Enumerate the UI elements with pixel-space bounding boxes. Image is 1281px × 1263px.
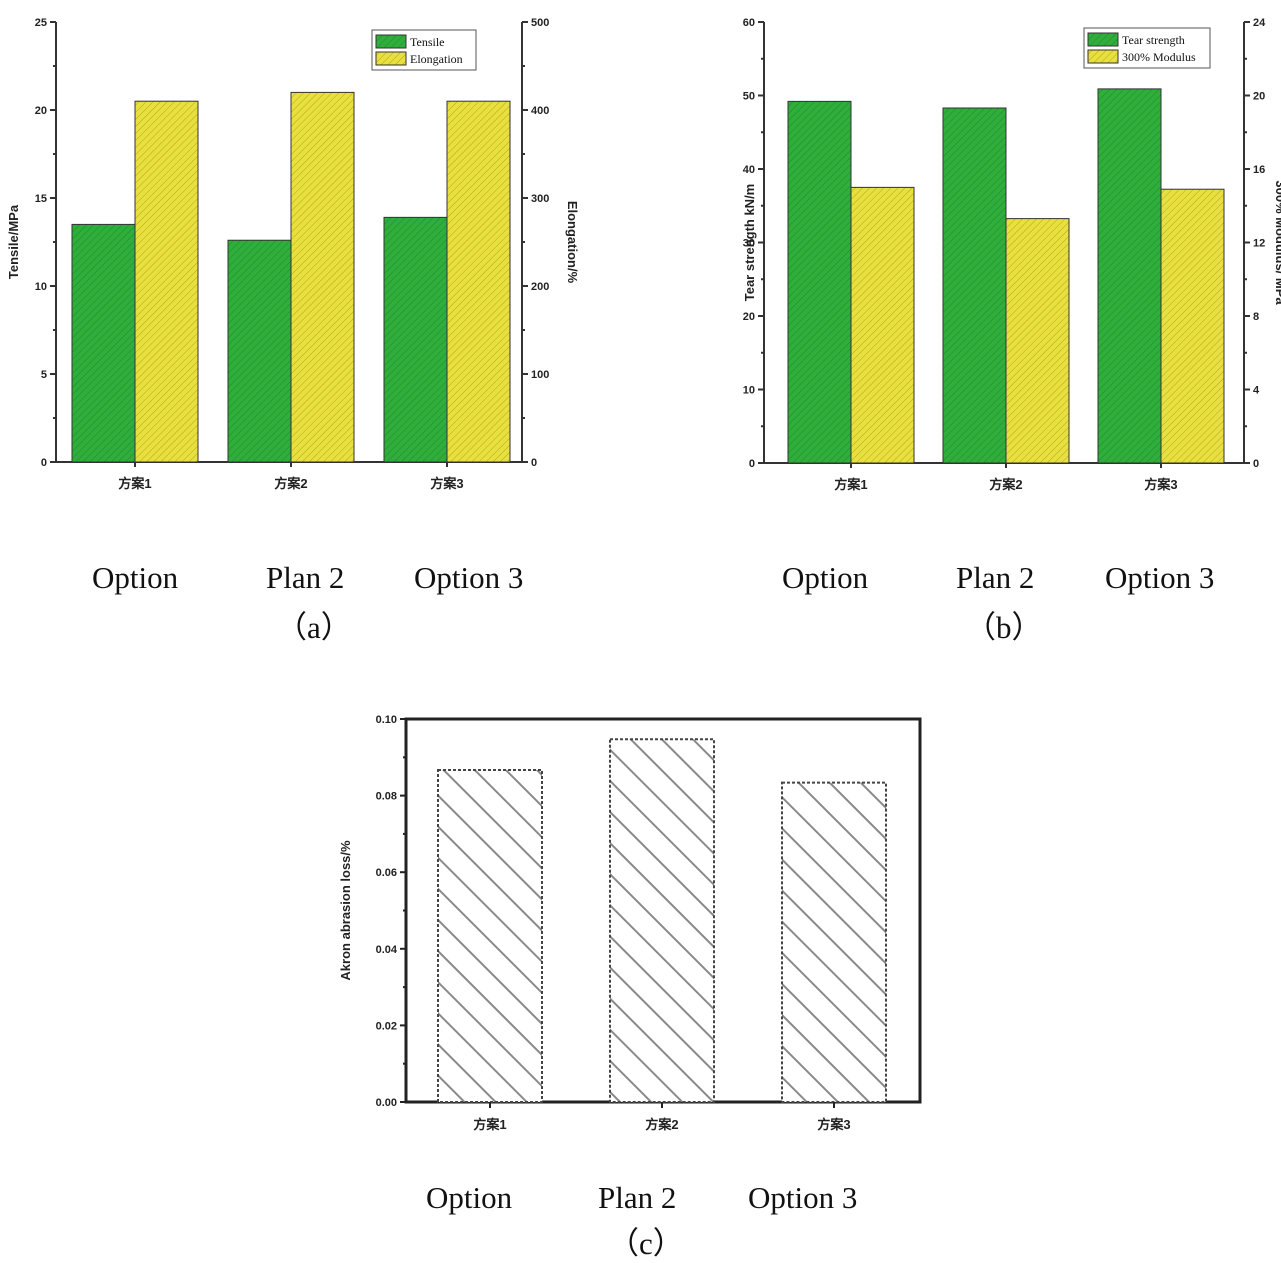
right-tick-label: 8 (1253, 311, 1259, 323)
bar-elongation (134, 100, 199, 463)
bar-elongation (446, 100, 511, 463)
right-tick-label: 20 (1253, 91, 1265, 103)
bar-abrasion-loss (609, 738, 715, 1103)
right-tick-label: 24 (1253, 17, 1266, 29)
caption-letter-a: （a） (276, 610, 352, 645)
bar-tensile (71, 223, 136, 463)
category-label: 方案3 (430, 476, 463, 491)
caption-option-3-b: Option 3 (1105, 560, 1215, 595)
category-label: 方案3 (1144, 477, 1177, 492)
left-tick-label: 50 (743, 91, 755, 103)
category-label: 方案1 (834, 477, 867, 492)
bar-tear-strength (1097, 88, 1162, 464)
caption-option-1-a: Option (92, 560, 179, 595)
left-tick-label: 5 (41, 369, 47, 381)
bar-tear-strength (787, 100, 852, 464)
caption-option-3-c: Option 3 (748, 1180, 858, 1215)
left-tick-label: 20 (743, 311, 755, 323)
y-tick-label: 0.06 (376, 867, 397, 879)
y-tick-label: 0.04 (376, 944, 398, 956)
legend-label-1: Tensile (410, 35, 444, 49)
bar-300-modulus (850, 186, 915, 464)
category-label: 方案1 (473, 1117, 506, 1132)
bar-tear-strength (942, 107, 1007, 464)
bar-abrasion-loss (437, 768, 543, 1104)
category-label: 方案2 (274, 476, 307, 491)
bar-300-modulus (1160, 188, 1225, 464)
chart-panel-a: 0 5 10 15 20 25 0 100 200 300 400 500 Tensile/MPa Elo… (0, 0, 620, 660)
caption-option-2-a: Plan 2 (266, 560, 345, 595)
right-tick-label: 500 (531, 17, 549, 29)
category-label: 方案2 (645, 1117, 678, 1132)
legend-swatch-1 (1087, 32, 1119, 47)
left-tick-label: 10 (743, 385, 755, 397)
legend-label-1: Tear strength (1122, 33, 1185, 47)
right-axis-title: Elongation/% (565, 201, 580, 284)
right-tick-label: 0 (1253, 458, 1259, 470)
right-tick-label: 200 (531, 281, 549, 293)
chart-panel-c: 0.00 0.02 0.04 0.06 0.08 0.10 Akron abrasion l… (300, 690, 980, 1261)
left-tick-label: 40 (743, 164, 755, 176)
y-tick-label: 0.02 (376, 1020, 397, 1032)
caption-letter-c: （c） (608, 1226, 684, 1261)
caption-option-1-c: Option (426, 1180, 513, 1215)
right-tick-label: 12 (1253, 238, 1265, 250)
right-tick-label: 100 (531, 369, 549, 381)
left-tick-label: 0 (41, 457, 47, 469)
legend-swatch-2 (375, 51, 407, 66)
chart-c-canvas: 0.00 0.02 0.04 0.06 0.08 0.10 Akron abrasion l… (338, 714, 922, 1132)
chart-b-canvas: 0 10 20 30 40 50 60 0 4 8 12 16 20 24 Tear strength kN… (742, 17, 1281, 492)
right-tick-label: 0 (531, 457, 537, 469)
category-label: 方案1 (118, 476, 151, 491)
caption-option-3-a: Option 3 (414, 560, 524, 595)
category-label: 方案2 (989, 477, 1022, 492)
left-tick-label: 10 (35, 281, 47, 293)
bar-300-modulus (1005, 218, 1070, 464)
chart-a-canvas: 0 5 10 15 20 25 0 100 200 300 400 500 Tensile/MPa Elo… (6, 17, 580, 491)
legend-label-2: Elongation (410, 52, 463, 66)
left-axis-title: Tear strength kN/m (742, 184, 757, 302)
caption-letter-b: （b） (965, 610, 1043, 645)
left-tick-label: 0 (749, 458, 755, 470)
chart-panel-b: 0 10 20 30 40 50 60 0 4 8 12 16 20 24 Tear strength kN… (640, 0, 1281, 660)
right-axis-title: 300% Modulus/ MPa (1273, 180, 1281, 305)
right-tick-label: 4 (1253, 385, 1260, 397)
left-tick-label: 25 (35, 17, 47, 29)
bar-elongation (290, 91, 355, 463)
y-tick-label: 0.10 (376, 714, 397, 726)
right-tick-label: 16 (1253, 164, 1265, 176)
left-tick-label: 15 (35, 193, 47, 205)
bar-tensile (227, 239, 292, 463)
legend-swatch-1 (375, 34, 407, 49)
caption-option-1-b: Option (782, 560, 869, 595)
bar-tensile (383, 216, 448, 463)
y-tick-label: 0.00 (376, 1097, 397, 1109)
category-label: 方案3 (817, 1117, 850, 1132)
right-tick-label: 300 (531, 193, 549, 205)
y-axis-title: Akron abrasion loss/% (338, 840, 353, 981)
left-tick-label: 30 (743, 238, 755, 250)
right-tick-label: 400 (531, 105, 549, 117)
left-axis-title: Tensile/MPa (6, 204, 21, 279)
caption-option-2-c: Plan 2 (598, 1180, 677, 1215)
legend-swatch-2 (1087, 49, 1119, 64)
y-tick-label: 0.08 (376, 791, 397, 803)
caption-option-2-b: Plan 2 (956, 560, 1035, 595)
left-tick-label: 20 (35, 105, 47, 117)
legend-label-2: 300% Modulus (1122, 50, 1196, 64)
left-tick-label: 60 (743, 17, 755, 29)
bar-abrasion-loss (781, 781, 887, 1103)
